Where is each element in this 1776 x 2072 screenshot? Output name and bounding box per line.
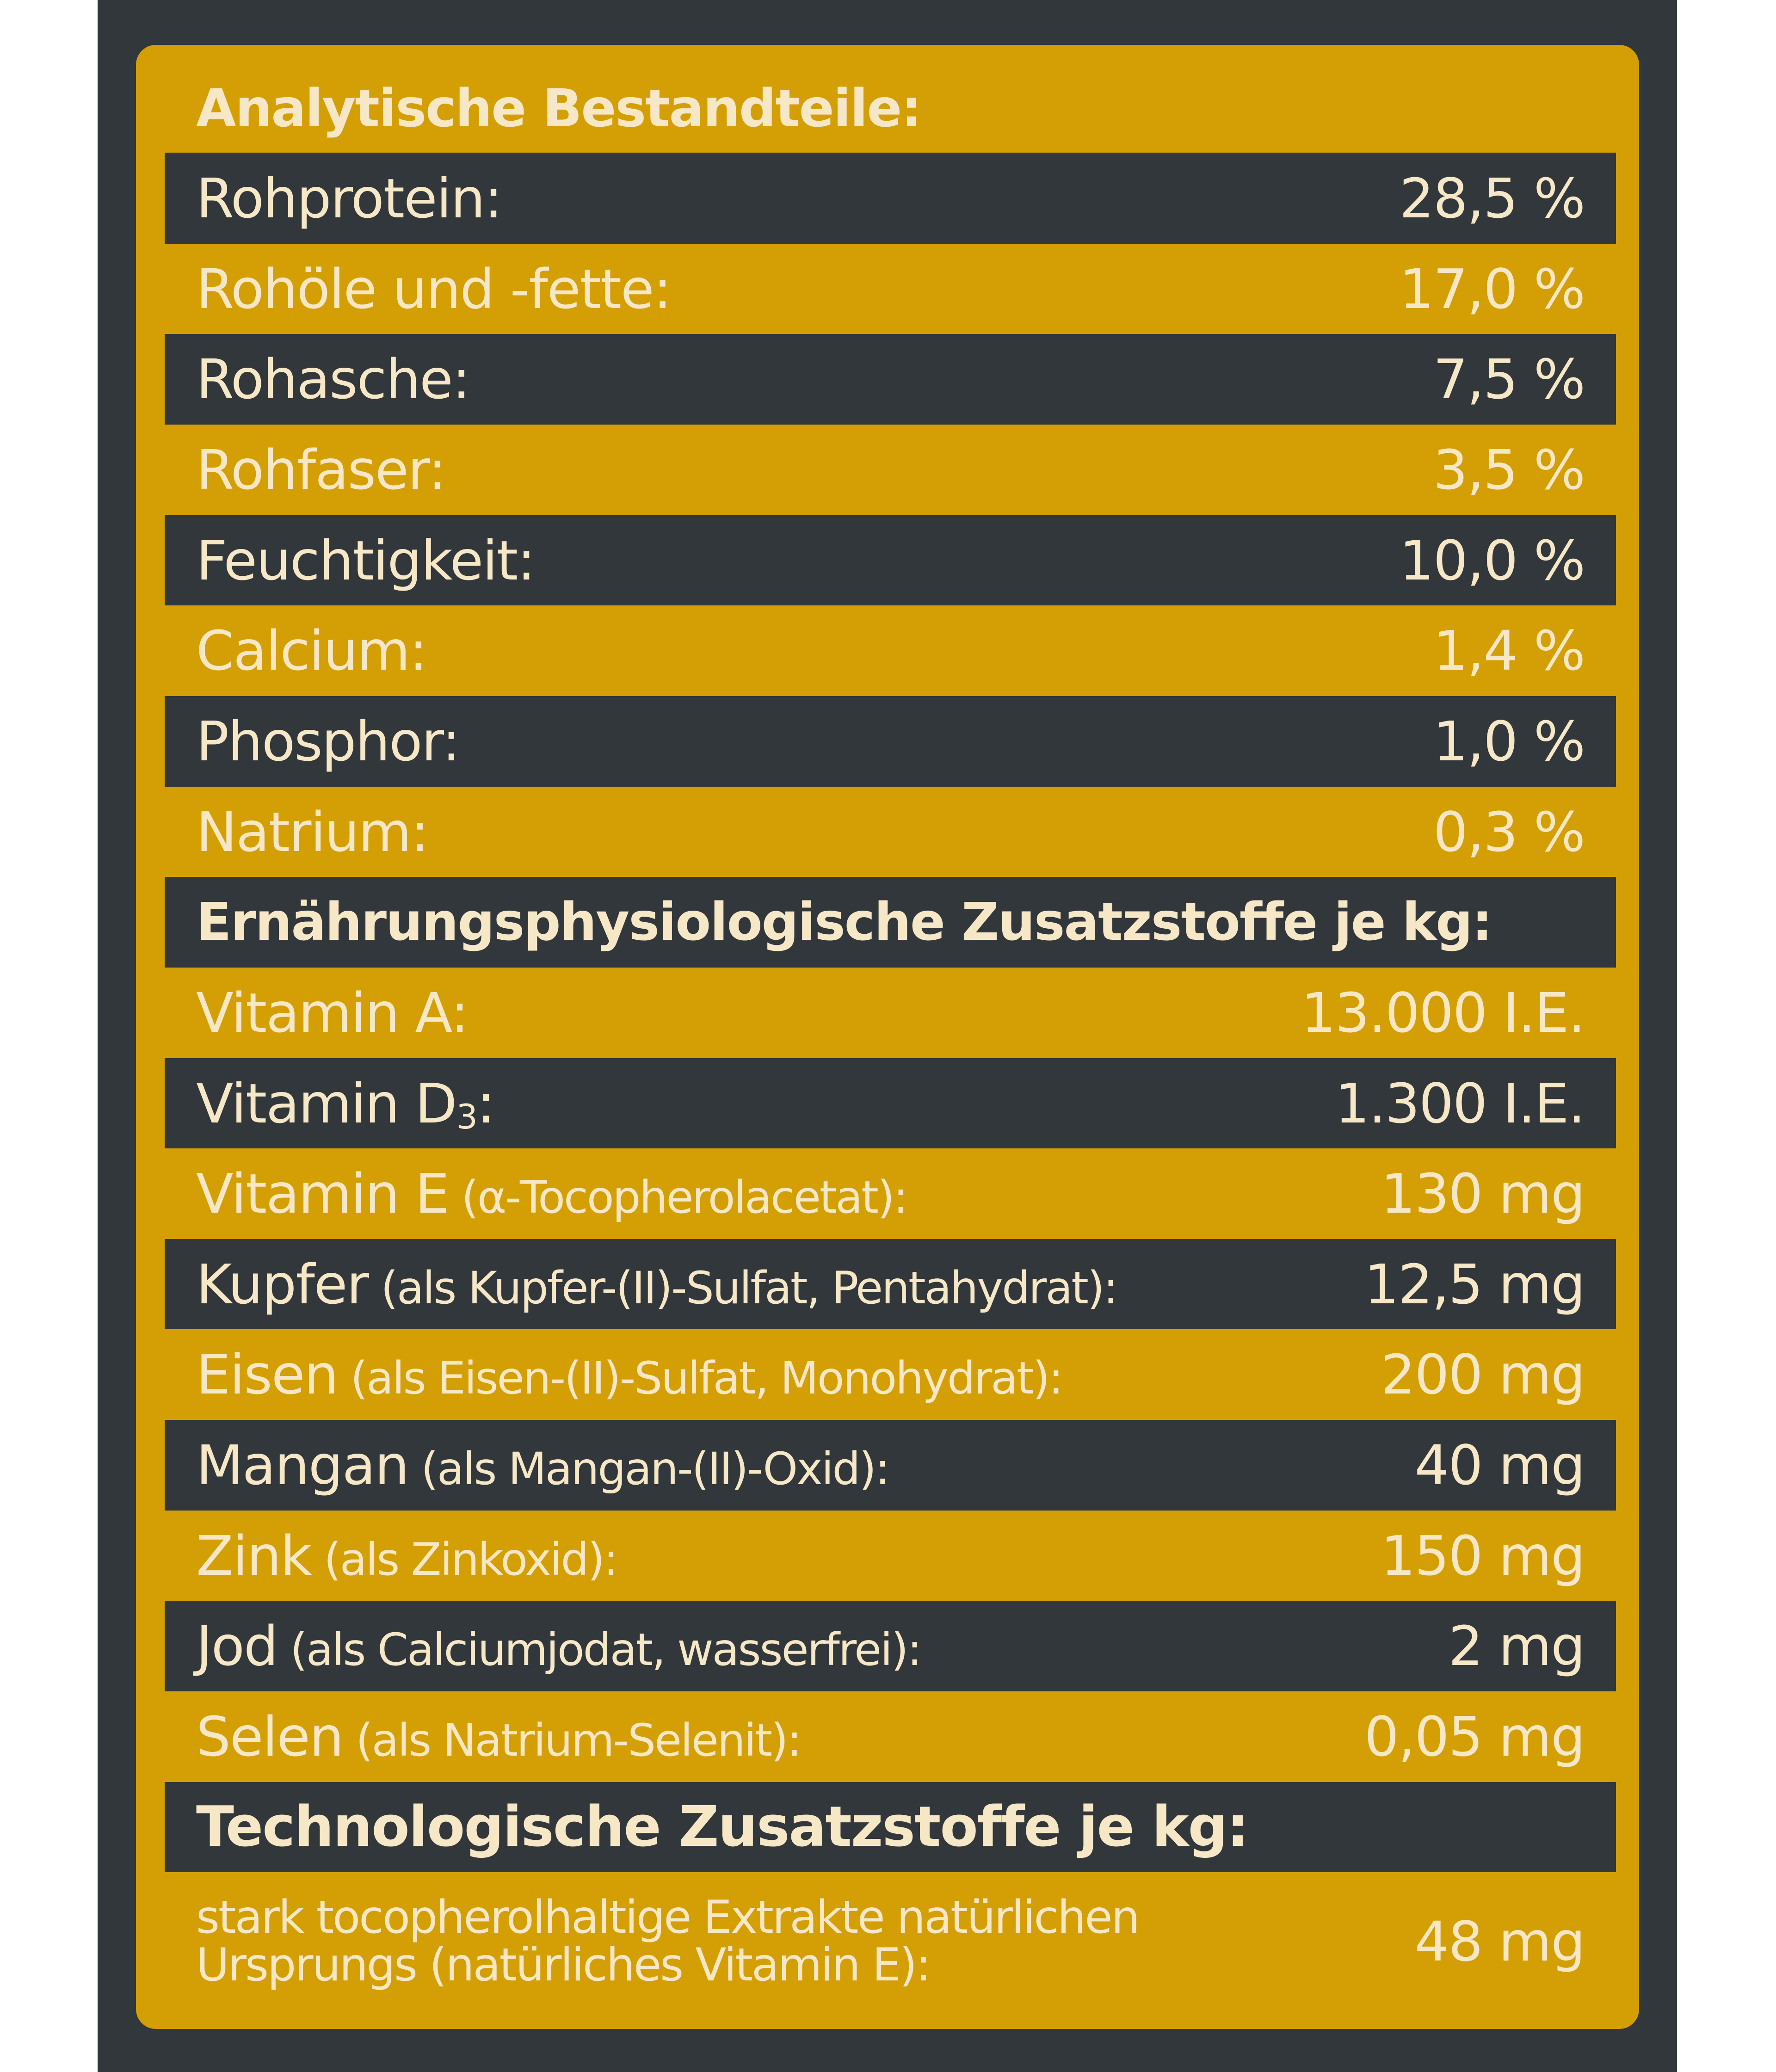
nutrient-value: 7,5 % (1433, 347, 1585, 411)
nutrient-label: Calcium: (196, 619, 428, 683)
nutrient-label: Rohprotein: (196, 166, 503, 230)
technological-additive-row: stark tocopherolhaltige Extrakte natürli… (165, 1872, 1616, 2011)
additive-value: 1.300 I.E. (1335, 1071, 1585, 1135)
nutrient-label: Phosphor: (196, 709, 461, 773)
additive-value: 200 mg (1381, 1343, 1585, 1406)
additive-value: 0,05 mg (1364, 1705, 1585, 1769)
nutrient-value: 1,4 % (1433, 619, 1585, 683)
additive-value: 13.000 I.E. (1301, 981, 1585, 1045)
analytical-row: Rohasche: 7,5 % (165, 334, 1616, 425)
nutritional-additives-heading: Ernährungsphysiologische Zusatzstoffe je… (196, 892, 1492, 952)
additive-row: Mangan (als Mangan-(II)-Oxid): 40 mg (165, 1420, 1616, 1511)
nutritional-additives-heading-row: Ernährungsphysiologische Zusatzstoffe je… (165, 877, 1616, 968)
analytical-row: Rohprotein: 28,5 % (165, 153, 1616, 244)
additive-row: Vitamin E (α-Tocopherolacetat): 130 mg (165, 1148, 1616, 1239)
nutrient-label: Rohöle und -fette: (196, 257, 672, 321)
nutrient-label: Rohasche: (196, 347, 470, 411)
nutrient-label: Natrium: (196, 800, 429, 864)
analytical-row: Natrium: 0,3 % (165, 787, 1616, 877)
nutrient-value: 1,0 % (1433, 709, 1585, 773)
analytical-row: Rohfaser: 3,5 % (165, 425, 1616, 515)
nutrient-value: 3,5 % (1433, 438, 1585, 502)
additive-label: Zink (als Zinkoxid): (196, 1523, 618, 1588)
additive-label: Selen (als Natrium-Selenit): (196, 1705, 802, 1769)
additive-value: 2 mg (1448, 1614, 1585, 1678)
analytical-row: Feuchtigkeit: 10,0 % (165, 515, 1616, 605)
additive-value: 130 mg (1381, 1162, 1585, 1226)
technological-additive-label: stark tocopherolhaltige Extrakte natürli… (196, 1891, 1140, 1992)
analytical-row: Phosphor: 1,0 % (165, 696, 1616, 787)
additive-row: Vitamin D3: 1.300 I.E. (165, 1058, 1616, 1148)
additive-row: Jod (als Calciumjodat, wasserfrei): 2 mg (165, 1601, 1616, 1691)
nutrient-value: 10,0 % (1399, 528, 1585, 592)
nutrient-value: 17,0 % (1399, 257, 1585, 321)
technological-additive-value: 48 mg (1414, 1910, 1585, 1973)
additive-label: Vitamin D3: (196, 1071, 495, 1137)
additive-row: Selen (als Natrium-Selenit): 0,05 mg (165, 1691, 1616, 1782)
analysis-card: Analytische Bestandteile: Rohprotein: 28… (136, 45, 1639, 2029)
additive-value: 12,5 mg (1364, 1252, 1585, 1316)
analytical-row: Rohöle und -fette: 17,0 % (165, 244, 1616, 334)
additive-value: 150 mg (1381, 1523, 1585, 1588)
additive-row: Vitamin A: 13.000 I.E. (165, 968, 1616, 1058)
technological-additives-heading: Technologische Zusatzstoffe je kg: (196, 1794, 1249, 1859)
analytical-heading: Analytische Bestandteile: (196, 79, 922, 139)
additive-label: Eisen (als Eisen-(II)-Sulfat, Monohydrat… (196, 1343, 1063, 1406)
nutrient-value: 28,5 % (1399, 166, 1585, 230)
additive-label: Vitamin E (α-Tocopherolacetat): (196, 1162, 908, 1226)
additive-row: Kupfer (als Kupfer-(II)-Sulfat, Pentahyd… (165, 1239, 1616, 1329)
analytical-row: Calcium: 1,4 % (165, 605, 1616, 696)
additive-label: Vitamin A: (196, 981, 469, 1045)
additive-label: Mangan (als Mangan-(II)-Oxid): (196, 1433, 890, 1497)
nutrient-label: Feuchtigkeit: (196, 528, 536, 592)
additive-value: 40 mg (1414, 1433, 1585, 1497)
technological-additives-heading-row: Technologische Zusatzstoffe je kg: (165, 1782, 1616, 1872)
additive-label: Kupfer (als Kupfer-(II)-Sulfat, Pentahyd… (196, 1252, 1118, 1316)
analytical-heading-row: Analytische Bestandteile: (165, 74, 1616, 144)
additive-label: Jod (als Calciumjodat, wasserfrei): (196, 1614, 922, 1678)
additive-row: Zink (als Zinkoxid): 150 mg (165, 1511, 1616, 1601)
nutrient-label: Rohfaser: (196, 438, 447, 502)
additive-row: Eisen (als Eisen-(II)-Sulfat, Monohydrat… (165, 1329, 1616, 1420)
nutrient-value: 0,3 % (1433, 800, 1585, 864)
